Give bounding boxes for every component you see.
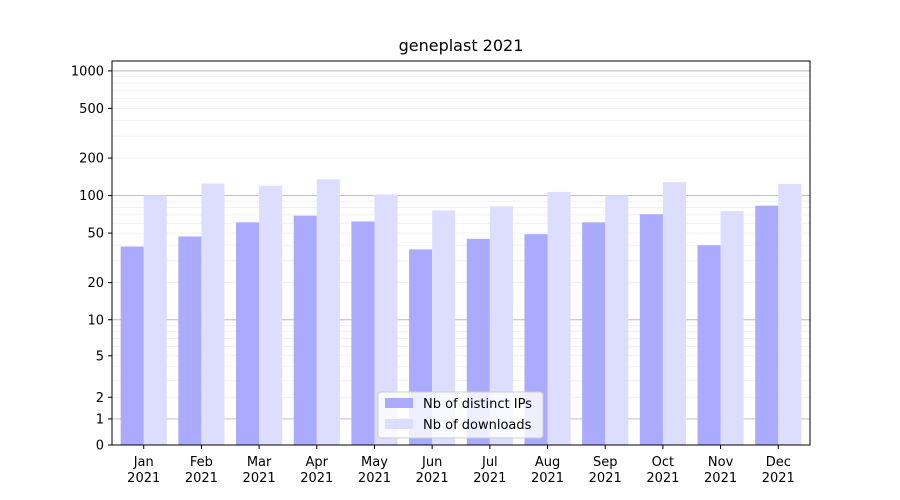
x-tick-label-month: Nov	[708, 455, 734, 470]
bars	[120, 179, 802, 446]
x-tick-label-month: Jun	[421, 455, 442, 470]
x-tick-label-year: 2021	[127, 471, 160, 486]
y-tick-label: 1000	[71, 64, 104, 79]
x-tick-label-month: Oct	[652, 455, 674, 470]
y-tick-label: 5	[96, 349, 104, 364]
bar-distinct-ips	[755, 205, 779, 445]
bar-distinct-ips	[293, 215, 317, 445]
y-tick-label: 10	[87, 313, 104, 328]
bar-distinct-ips	[639, 214, 663, 445]
x-tick-label-year: 2021	[762, 471, 795, 486]
legend-box	[377, 391, 544, 439]
bar-downloads	[201, 183, 225, 445]
chart-title: geneplast 2021	[399, 36, 524, 55]
x-tick-label-month: Mar	[247, 455, 272, 470]
legend-label-distinct-ips: Nb of distinct IPs	[423, 397, 532, 412]
bar-downloads	[547, 191, 571, 445]
x-tick-label-month: Jul	[481, 455, 498, 470]
y-tick-label: 1	[96, 412, 104, 427]
x-tick-label-month: May	[361, 455, 388, 470]
bar-downloads	[720, 211, 744, 445]
bar-distinct-ips	[236, 222, 260, 445]
bar-distinct-ips	[697, 245, 721, 445]
x-tick-label-month: Sep	[593, 455, 618, 470]
bar-downloads	[143, 195, 167, 445]
legend-swatch-distinct-ips	[385, 398, 413, 408]
y-tick-label: 50	[87, 227, 104, 242]
x-tick-label-year: 2021	[646, 471, 679, 486]
bar-downloads	[605, 195, 629, 445]
x-tick-label-month: Apr	[306, 455, 329, 470]
bar-distinct-ips	[582, 222, 606, 445]
y-tick-label: 500	[79, 102, 104, 117]
y-axis-ticks: 0 1 2 5 10 20 50 100 200 500 1000	[71, 64, 112, 454]
x-tick-label-year: 2021	[704, 471, 737, 486]
x-tick-label-year: 2021	[589, 471, 622, 486]
x-tick-label-month: Feb	[190, 455, 213, 470]
legend: Nb of distinct IPs Nb of downloads	[377, 391, 544, 439]
axes	[111, 60, 811, 446]
bar-downloads	[432, 210, 456, 445]
x-tick-label-year: 2021	[473, 471, 506, 486]
x-tick-label-year: 2021	[185, 471, 218, 486]
bar-downloads	[374, 194, 398, 445]
x-axis-ticks: Jan2021Feb2021Mar2021Apr2021May2021Jun20…	[127, 445, 795, 486]
bar-downloads	[316, 179, 340, 446]
bar-distinct-ips	[351, 221, 375, 445]
x-tick-label-year: 2021	[358, 471, 391, 486]
bar-downloads	[489, 206, 513, 445]
x-tick-label-year: 2021	[531, 471, 564, 486]
grid	[112, 70, 810, 420]
bar-downloads	[662, 182, 686, 445]
bar-distinct-ips	[178, 236, 202, 445]
legend-label-downloads: Nb of downloads	[423, 418, 532, 433]
bar-distinct-ips	[120, 246, 144, 445]
bar-downloads	[259, 185, 283, 445]
x-tick-label-month: Dec	[766, 455, 791, 470]
x-tick-label-month: Aug	[535, 455, 560, 470]
x-tick-label-year: 2021	[300, 471, 333, 486]
x-tick-label-year: 2021	[416, 471, 449, 486]
legend-swatch-downloads	[385, 419, 413, 429]
y-tick-label: 100	[79, 189, 104, 204]
y-tick-label: 0	[96, 439, 104, 454]
y-tick-label: 20	[87, 276, 104, 291]
plot-frame	[111, 60, 811, 446]
bar-downloads	[778, 183, 802, 445]
y-tick-label: 2	[96, 391, 104, 406]
x-tick-label-year: 2021	[243, 471, 276, 486]
x-tick-label-month: Jan	[133, 455, 154, 470]
y-tick-label: 200	[79, 152, 104, 167]
